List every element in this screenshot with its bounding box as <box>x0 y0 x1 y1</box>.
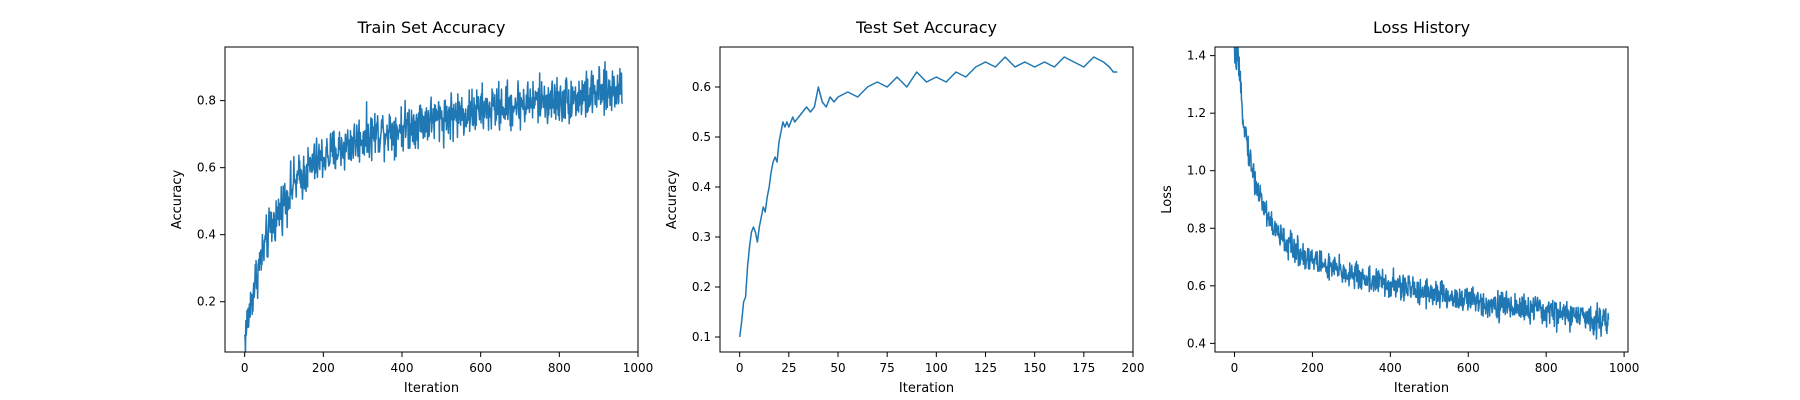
train-accuracy-ytick-label: 0.6 <box>197 161 216 175</box>
train-accuracy-xtick-label: 0 <box>241 361 249 375</box>
test-accuracy-ytick-label: 0.1 <box>692 330 711 344</box>
loss-history-series-line <box>1233 47 1610 340</box>
loss-history-title: Loss History <box>1373 18 1470 37</box>
loss-history-xtick-label: 800 <box>1535 361 1558 375</box>
train-accuracy-axes-frame <box>224 46 639 353</box>
test-accuracy-series-line <box>738 56 1118 338</box>
loss-history-xtick-label: 400 <box>1379 361 1402 375</box>
loss-history-axes-frame <box>1214 46 1629 353</box>
train-accuracy-xtick-label: 600 <box>469 361 492 375</box>
test-accuracy-xtick-label: 100 <box>925 361 948 375</box>
loss-history-xtick-label: 0 <box>1231 361 1239 375</box>
loss-history-ytick-label: 1.0 <box>1187 164 1206 178</box>
test-accuracy-title: Test Set Accuracy <box>855 18 997 37</box>
test-accuracy-ytick-label: 0.4 <box>692 180 711 194</box>
loss-history-ytick-label: 0.8 <box>1187 221 1206 235</box>
loss-history-xtick-label: 600 <box>1457 361 1480 375</box>
loss-history-ytick-label: 0.4 <box>1187 336 1206 350</box>
test-accuracy-xtick-label: 0 <box>736 361 744 375</box>
loss-history-ytick-label: 1.4 <box>1187 49 1206 63</box>
loss-history-xlabel: Iteration <box>1394 381 1449 396</box>
train-accuracy-xtick-label: 1000 <box>623 361 654 375</box>
train-accuracy-ytick-label: 0.4 <box>197 228 216 242</box>
train-accuracy-chart: 0 200 400 600 800 1000 0.2 0.4 0.6 0.8 Train Set A… <box>170 18 653 396</box>
test-accuracy-xtick-label: 200 <box>1122 361 1145 375</box>
train-accuracy-xlabel: Iteration <box>404 381 459 396</box>
test-accuracy-ytick-label: 0.6 <box>692 80 711 94</box>
test-accuracy-xtick-label: 175 <box>1072 361 1095 375</box>
train-accuracy-series-line <box>243 61 624 352</box>
test-accuracy-ytick-label: 0.5 <box>692 130 711 144</box>
test-accuracy-axes-frame <box>719 46 1134 353</box>
train-accuracy-ylabel: Accuracy <box>170 170 185 230</box>
loss-history-ylabel: Loss <box>1160 185 1175 214</box>
test-accuracy-xtick-label: 125 <box>974 361 997 375</box>
train-accuracy-xtick-label: 200 <box>312 361 335 375</box>
loss-history-ytick-label: 0.6 <box>1187 279 1206 293</box>
test-accuracy-ytick-label: 0.3 <box>692 230 711 244</box>
test-accuracy-xlabel: Iteration <box>899 381 954 396</box>
test-accuracy-xtick-label: 150 <box>1023 361 1046 375</box>
test-accuracy-xtick-label: 75 <box>880 361 895 375</box>
test-accuracy-ytick-label: 0.2 <box>692 280 711 294</box>
train-accuracy-ytick-label: 0.2 <box>197 295 216 309</box>
test-accuracy-chart: 0 25 50 75 100 125 150 175 200 0.1 0.2 0.3 0.4 0.5 0.6… <box>665 18 1144 396</box>
test-accuracy-ylabel: Accuracy <box>665 170 680 230</box>
loss-history-xtick-label: 1000 <box>1609 361 1640 375</box>
test-accuracy-xtick-label: 25 <box>781 361 796 375</box>
train-accuracy-xtick-label: 400 <box>391 361 414 375</box>
train-accuracy-xtick-label: 800 <box>548 361 571 375</box>
train-accuracy-title: Train Set Accuracy <box>357 18 506 37</box>
loss-history-ytick-label: 1.2 <box>1187 106 1206 120</box>
test-accuracy-xtick-label: 50 <box>830 361 845 375</box>
loss-history-xtick-label: 200 <box>1301 361 1324 375</box>
train-accuracy-ytick-label: 0.8 <box>197 94 216 108</box>
loss-history-chart: 0 200 400 600 800 1000 0.4 0.6 0.8 1.0 1.2 1.4 Loss … <box>1160 18 1639 396</box>
